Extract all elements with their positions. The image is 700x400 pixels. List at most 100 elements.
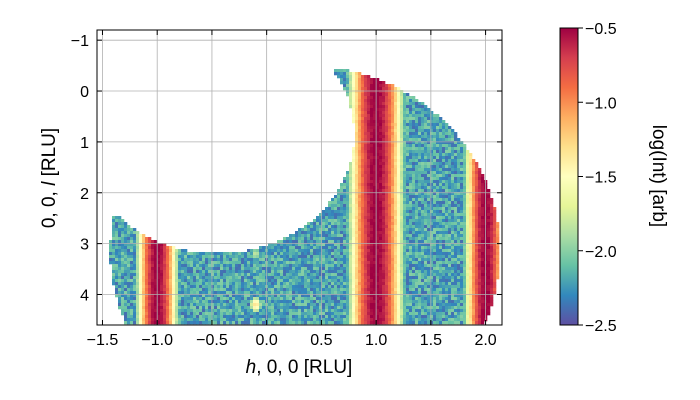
heatmap-cell [172, 297, 176, 301]
heatmap-cell [148, 246, 152, 250]
heatmap-cell [295, 297, 299, 301]
heatmap-cell [460, 267, 464, 271]
heatmap-cell [226, 294, 230, 298]
heatmap-cell [325, 222, 329, 226]
heatmap-cell [361, 111, 365, 115]
heatmap-cell [154, 291, 158, 295]
heatmap-cell [337, 246, 341, 250]
heatmap-cell [217, 273, 221, 277]
heatmap-cell [256, 276, 260, 280]
heatmap-cell [415, 141, 419, 145]
heatmap-cell [475, 285, 479, 289]
heatmap-cell [394, 198, 398, 202]
heatmap-cell [211, 282, 215, 286]
heatmap-cell [301, 228, 305, 232]
heatmap-cell [352, 96, 356, 100]
heatmap-cell [466, 150, 470, 154]
heatmap-cell [205, 300, 209, 304]
heatmap-cell [121, 276, 125, 280]
heatmap-cell [274, 246, 278, 250]
heatmap-cell [403, 186, 407, 190]
heatmap-cell [463, 147, 467, 151]
heatmap-cell [178, 291, 182, 295]
heatmap-cell [466, 285, 470, 289]
heatmap-cell [373, 180, 377, 184]
heatmap-cell [334, 213, 338, 217]
heatmap-cell [334, 246, 338, 250]
heatmap-cell [373, 198, 377, 202]
heatmap-cell [430, 222, 434, 226]
heatmap-cell [403, 279, 407, 283]
heatmap-cell [373, 195, 377, 199]
heatmap-cell [424, 285, 428, 289]
heatmap-cell [367, 108, 371, 112]
heatmap-cell [340, 270, 344, 274]
heatmap-cell [406, 165, 410, 169]
heatmap-cell [400, 99, 404, 103]
heatmap-cell [442, 123, 446, 127]
heatmap-cell [478, 228, 482, 232]
heatmap-cell [397, 165, 401, 169]
heatmap-cell [400, 210, 404, 214]
heatmap-cell [421, 264, 425, 268]
heatmap-cell [370, 198, 374, 202]
heatmap-cell [247, 303, 251, 307]
heatmap-cell [349, 291, 353, 295]
heatmap-cell [367, 186, 371, 190]
heatmap-cell [442, 186, 446, 190]
heatmap-cell [169, 258, 173, 262]
heatmap-cell [382, 231, 386, 235]
heatmap-cell [388, 153, 392, 157]
heatmap-cell [433, 297, 437, 301]
heatmap-cell [112, 219, 116, 223]
heatmap-cell [349, 102, 353, 106]
heatmap-cell [187, 252, 191, 256]
heatmap-cell [457, 264, 461, 268]
heatmap-cell [409, 114, 413, 118]
heatmap-cell [169, 300, 173, 304]
heatmap-cell [373, 102, 377, 106]
heatmap-cell [193, 258, 197, 262]
heatmap-cell [400, 240, 404, 244]
heatmap-cell [403, 117, 407, 121]
heatmap-cell [112, 231, 116, 235]
heatmap-cell [166, 297, 170, 301]
heatmap-cell [472, 297, 476, 301]
heatmap-cell [487, 207, 491, 211]
heatmap-cell [430, 138, 434, 142]
heatmap-cell [343, 300, 347, 304]
heatmap-cell [124, 279, 128, 283]
heatmap-cell [277, 297, 281, 301]
heatmap-cell [343, 270, 347, 274]
heatmap-cell [469, 198, 473, 202]
heatmap-cell [472, 270, 476, 274]
heatmap-cell [403, 228, 407, 232]
heatmap-cell [148, 252, 152, 256]
heatmap-cell [313, 297, 317, 301]
heatmap-cell [289, 273, 293, 277]
heatmap-cell [424, 216, 428, 220]
heatmap-cell [151, 261, 155, 265]
heatmap-cell [223, 273, 227, 277]
heatmap-cell [382, 255, 386, 259]
heatmap-cell [430, 126, 434, 130]
heatmap-cell [298, 279, 302, 283]
heatmap-cell [427, 261, 431, 265]
heatmap-cell [208, 303, 212, 307]
heatmap-cell [226, 288, 230, 292]
heatmap-cell [310, 261, 314, 265]
heatmap-cell [130, 300, 134, 304]
heatmap-cell [394, 252, 398, 256]
heatmap-cell [208, 273, 212, 277]
heatmap-cell [421, 213, 425, 217]
heatmap-cell [460, 171, 464, 175]
heatmap-cell [415, 144, 419, 148]
heatmap-cell [439, 270, 443, 274]
heatmap-cell [148, 291, 152, 295]
heatmap-cell [445, 282, 449, 286]
heatmap-cell [397, 213, 401, 217]
heatmap-cell [367, 240, 371, 244]
heatmap-cell [382, 159, 386, 163]
heatmap-cell [487, 291, 491, 295]
heatmap-cell [421, 186, 425, 190]
